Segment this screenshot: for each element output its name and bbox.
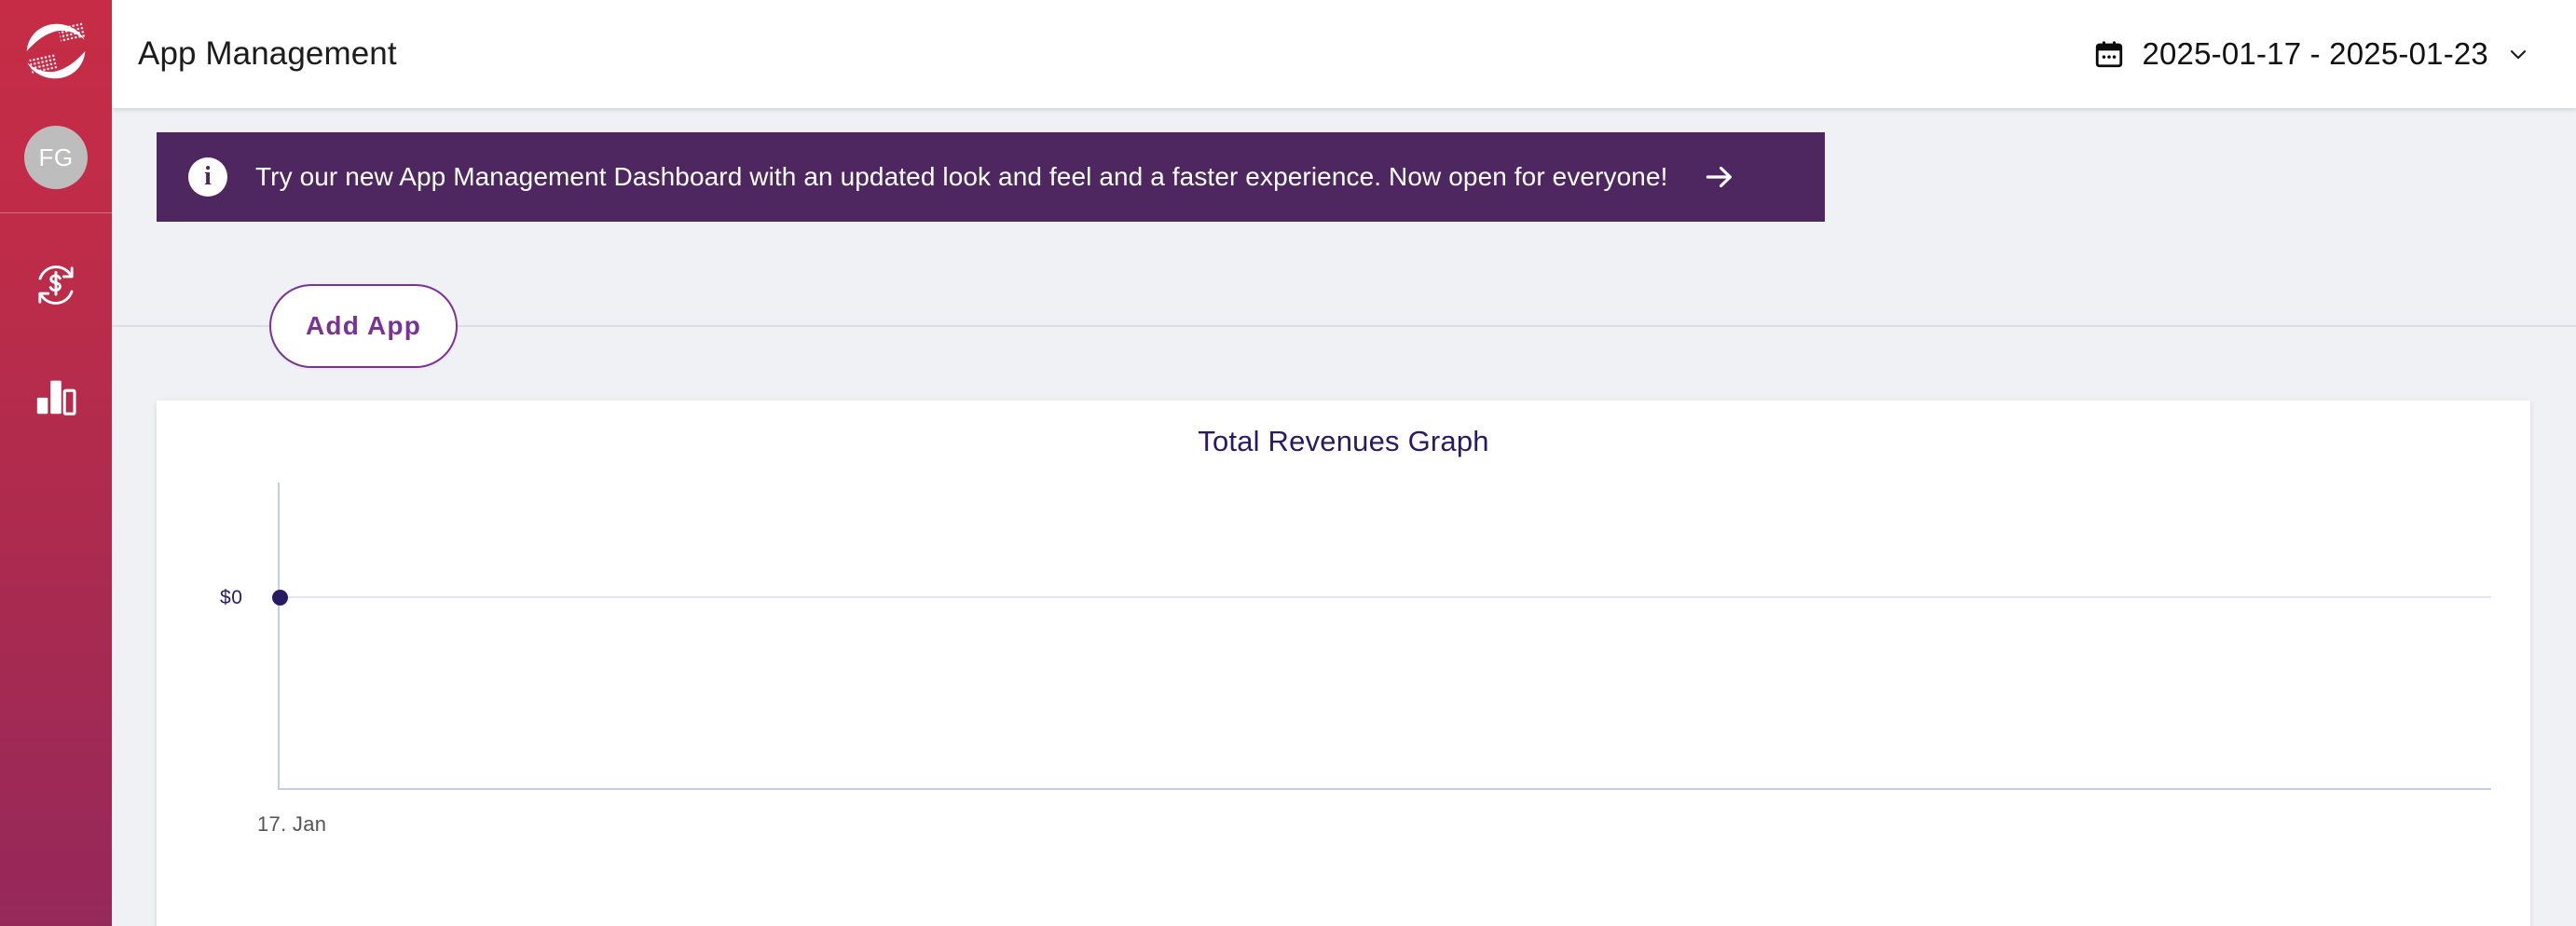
sidebar-item-monetization[interactable]: [0, 230, 112, 340]
x-axis-line: [278, 788, 2491, 790]
sidebar-logo[interactable]: [0, 0, 112, 102]
chart-plot-area[interactable]: $0 17. Jan: [157, 481, 2530, 926]
sidebar-nav: [0, 213, 112, 450]
date-range-picker[interactable]: 2025-01-17 - 2025-01-23: [2093, 36, 2535, 72]
info-icon: i: [188, 157, 227, 197]
data-point-series-0-0[interactable]: [272, 590, 288, 606]
toolbar-divider: [112, 325, 2576, 327]
sidebar-item-reports[interactable]: [0, 340, 112, 450]
app-logo-icon: [24, 20, 88, 83]
y-axis-line: [278, 483, 280, 790]
page-header: App Management 2025-01-17 - 2025-01-23: [112, 0, 2576, 108]
promo-banner-message: Try our new App Management Dashboard wit…: [255, 162, 1668, 191]
revenue-refresh-icon: [31, 260, 81, 310]
sidebar: FG: [0, 0, 112, 926]
add-app-button[interactable]: Add App: [269, 284, 458, 368]
sidebar-avatar[interactable]: FG: [0, 102, 112, 212]
bar-chart-icon: [33, 372, 79, 418]
gridline-zero: [278, 596, 2491, 598]
avatar: FG: [24, 126, 88, 189]
promo-banner[interactable]: i Try our new App Management Dashboard w…: [157, 132, 1825, 222]
y-axis-tick-label: $0: [220, 587, 243, 608]
x-axis-tick-label: 17. Jan: [257, 812, 327, 836]
chart-title: Total Revenues Graph: [1198, 425, 1489, 457]
arrow-right-icon[interactable]: [1702, 159, 1737, 195]
calendar-icon: [2093, 38, 2125, 70]
content-column: App Management 2025-01-17 - 2025-01-23: [112, 0, 2576, 926]
page-title: App Management: [138, 35, 397, 72]
chevron-down-icon[interactable]: [2505, 41, 2531, 67]
sidebar-divider: [0, 212, 112, 213]
main-content: i Try our new App Management Dashboard w…: [112, 108, 2576, 926]
date-range-value: 2025-01-17 - 2025-01-23: [2142, 36, 2488, 71]
total-revenues-chart-card: Total Revenues Graph $0 17. Jan: [157, 401, 2530, 926]
